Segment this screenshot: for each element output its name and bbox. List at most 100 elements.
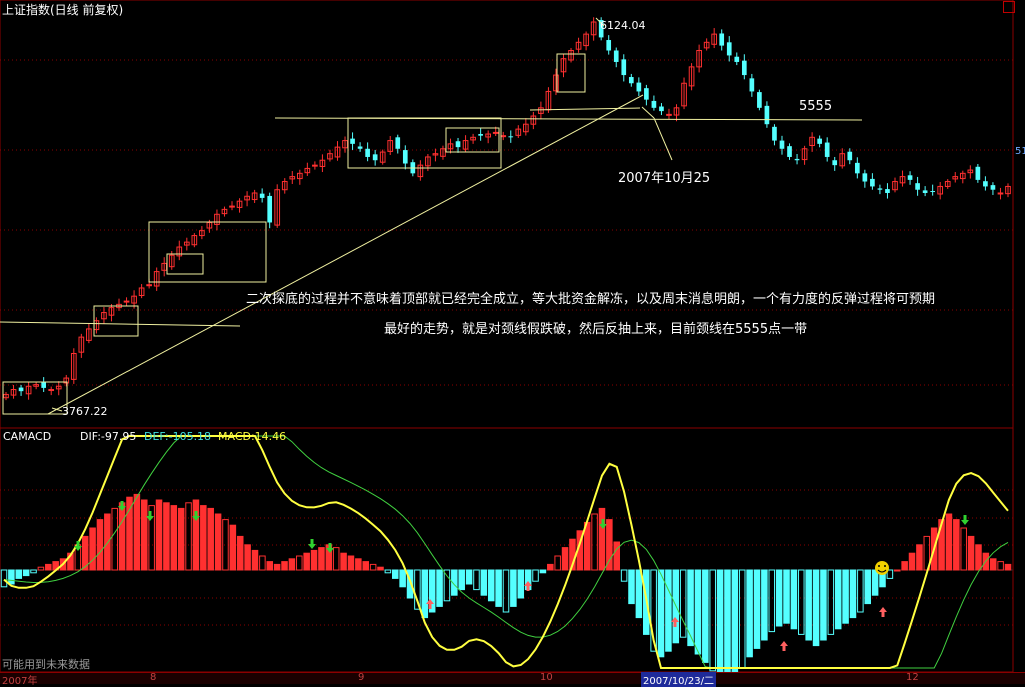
candle-body [937, 185, 944, 195]
macd-bar [820, 569, 827, 641]
macd-bar [731, 569, 739, 680]
macd-bar [945, 513, 953, 571]
candle-body [644, 88, 649, 100]
macd-bar [657, 569, 665, 658]
candle-body [915, 183, 920, 190]
candle-body [787, 146, 792, 157]
macd-bar [687, 569, 694, 647]
macd-bar [30, 569, 37, 574]
candle-body [885, 189, 890, 193]
macd-bar [805, 569, 812, 641]
macd-bar [355, 558, 362, 571]
candle-body [48, 389, 55, 392]
candle-body [236, 200, 243, 208]
sell-arrow-icon [308, 539, 316, 549]
candle-body [10, 389, 17, 396]
macd-bar [842, 569, 849, 624]
macd-bar [989, 558, 997, 571]
candle-body [922, 190, 928, 193]
macd-bar [857, 569, 864, 613]
annotation-lines [0, 17, 863, 415]
macd-bar [864, 569, 872, 605]
candle-body [244, 195, 250, 201]
candle-body [832, 160, 838, 166]
close-icon[interactable] [1003, 1, 1015, 13]
macd-bar [89, 527, 96, 571]
macd-bar [502, 569, 510, 613]
high-price-label: 6124.04 [600, 19, 646, 32]
candle-body [183, 241, 190, 246]
candle-body [131, 295, 137, 304]
buy-arrow-icon [524, 581, 532, 591]
macd-bar [613, 541, 621, 571]
candlestick-series [3, 17, 1011, 401]
pattern-box [445, 127, 500, 153]
macd-bar [768, 569, 776, 633]
x-tick: 2007年 [2, 676, 38, 687]
candle-body [425, 156, 431, 167]
candle-body [138, 287, 145, 297]
candle-body [78, 336, 85, 353]
macd-bar [384, 569, 392, 574]
macd-bar [997, 561, 1004, 571]
candle-body [296, 172, 303, 180]
macd-bar [340, 552, 347, 571]
macd-bar [753, 569, 761, 649]
macd-bar [362, 561, 370, 571]
low-price-label: 3767.22 [62, 405, 108, 418]
sell-arrow-icon [146, 511, 154, 521]
candle-body [772, 126, 777, 141]
buy-arrow-icon [671, 617, 679, 627]
candle-body [221, 208, 228, 215]
macd-bar [849, 569, 857, 619]
macd-bar [591, 513, 598, 571]
candle-body [673, 107, 680, 116]
macd-bar [738, 569, 746, 669]
candle-body [628, 77, 634, 84]
support-line-left [0, 321, 241, 327]
candle-body [809, 136, 815, 146]
macd-bar [369, 563, 377, 571]
macd-bar [480, 569, 488, 596]
candle-body [500, 135, 507, 138]
macd-bar [539, 569, 547, 574]
macd-bar [458, 569, 465, 591]
buy-arrow-icon [426, 599, 434, 609]
candle-body [967, 169, 974, 174]
macd-bar [606, 519, 613, 571]
candle-body [146, 284, 152, 287]
macd-bar [465, 569, 473, 585]
candle-body [764, 105, 770, 125]
pattern-box [556, 53, 586, 93]
candle-body [899, 176, 906, 184]
candle-body [1005, 185, 1011, 195]
macd-bar [473, 569, 480, 591]
candle-body [25, 385, 32, 395]
candle-body [538, 107, 544, 114]
macd-bar [266, 561, 274, 571]
pattern-box [2, 381, 68, 415]
high-pointer-line [595, 17, 605, 27]
candle-body [854, 162, 860, 174]
right-axis-value: 51 [1015, 146, 1025, 157]
candle-body [726, 42, 732, 56]
macd-bar [443, 569, 451, 602]
macd-bar [436, 569, 443, 607]
macd-bar [185, 502, 192, 571]
candle-body [508, 136, 514, 138]
macd-bar [126, 496, 133, 571]
macd-bar [332, 547, 340, 571]
macd-bar [598, 507, 606, 571]
pattern-box [166, 253, 204, 275]
candle-body [289, 176, 296, 180]
macd-bar [155, 499, 163, 571]
macd-histogram [0, 493, 1012, 683]
buy-arrow-icon [780, 641, 788, 651]
macd-bar [783, 569, 790, 624]
candle-body [108, 307, 115, 316]
candle-body [304, 167, 311, 174]
candle-body [334, 146, 341, 158]
macd-bar [310, 549, 318, 571]
candle-body [350, 138, 355, 144]
